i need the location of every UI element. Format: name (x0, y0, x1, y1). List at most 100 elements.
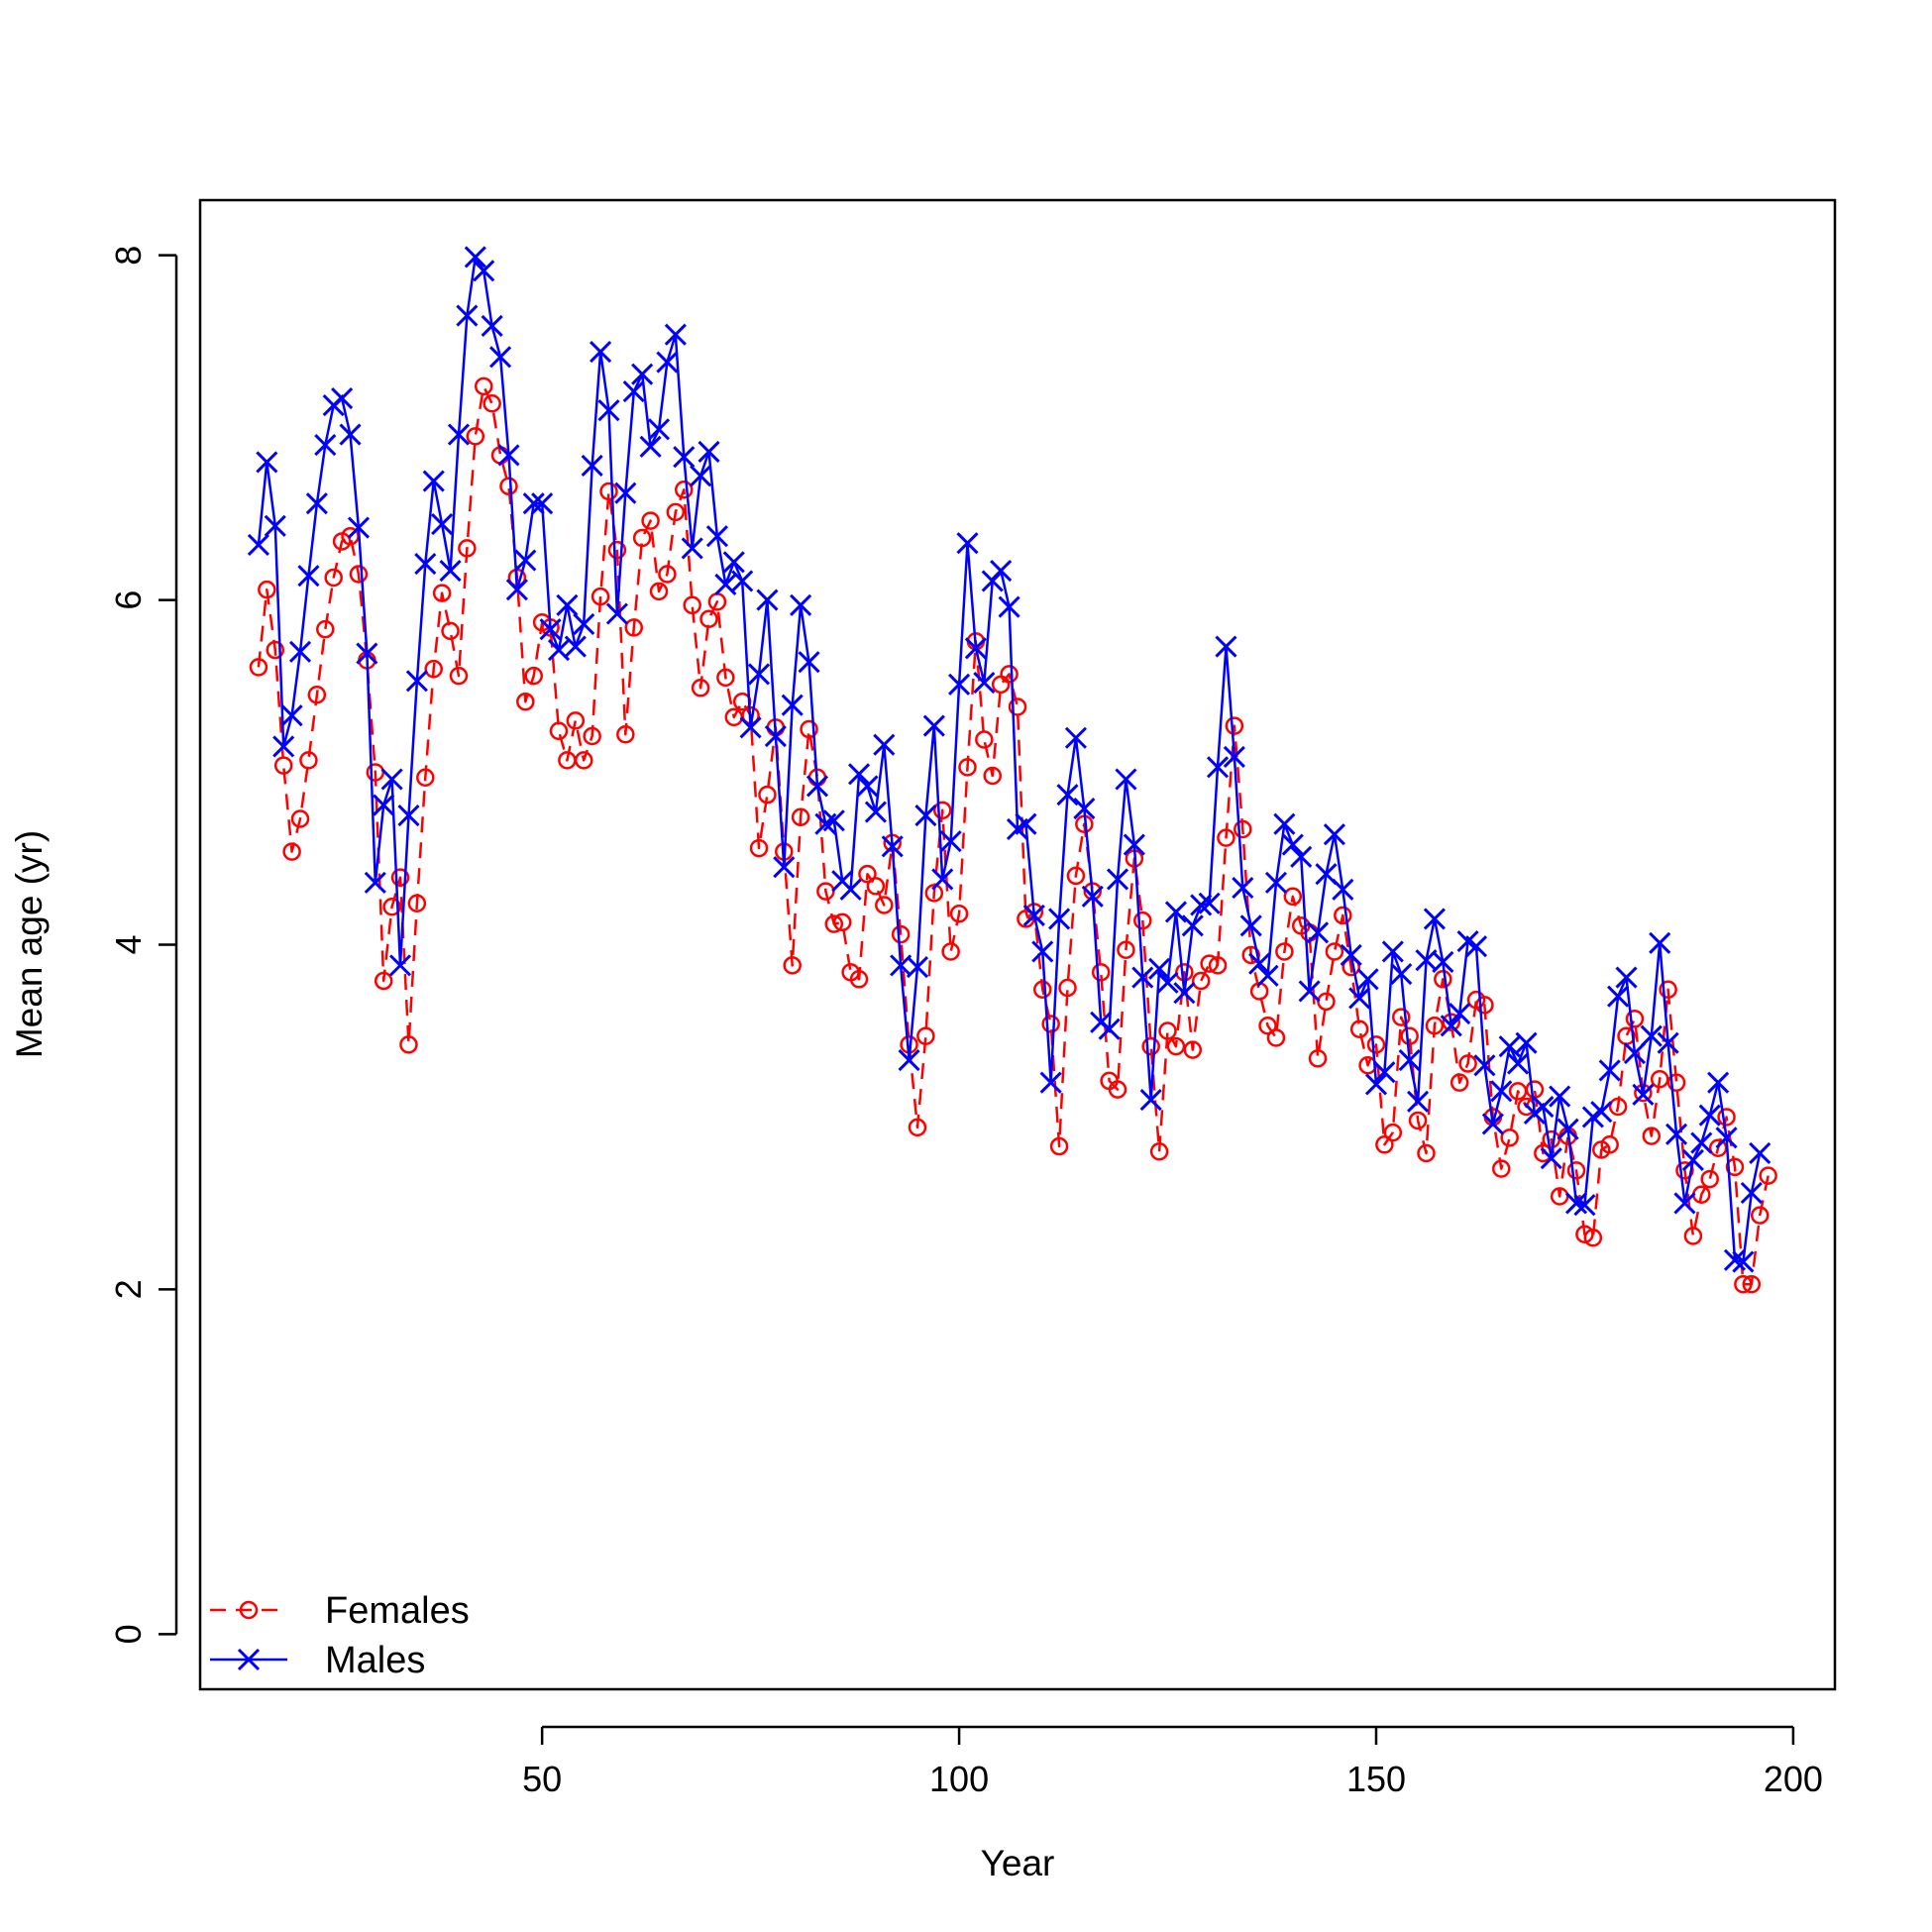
data-point-males (297, 565, 320, 588)
data-point-females (1058, 978, 1077, 998)
data-point-males (1649, 931, 1671, 954)
data-point-males (1440, 1015, 1462, 1037)
data-point-females (624, 618, 644, 637)
data-point-males (1198, 892, 1221, 914)
data-point-females (858, 864, 877, 884)
data-point-females (849, 970, 869, 989)
y-tick-label: 6 (108, 590, 149, 610)
data-point-females (1241, 945, 1260, 965)
data-point-females (1234, 819, 1252, 839)
data-point-males (998, 595, 1020, 618)
data-point-males (1039, 1071, 1062, 1094)
data-point-males (1022, 904, 1045, 926)
data-point-males (581, 454, 603, 477)
data-point-females (499, 477, 518, 496)
data-point-females (1425, 1017, 1445, 1035)
data-point-females (1417, 1143, 1436, 1163)
data-point-males (1532, 1095, 1555, 1119)
data-point-females (891, 924, 911, 944)
data-point-females (390, 868, 410, 887)
data-point-males (1256, 964, 1279, 987)
legend-item-females: Females (210, 1590, 470, 1632)
data-point-females (875, 896, 894, 914)
data-point-females (583, 726, 601, 746)
data-point-males (690, 465, 712, 487)
data-point-males (247, 533, 269, 556)
data-point-females (1149, 1142, 1169, 1161)
data-point-females (675, 481, 694, 499)
data-point-males (288, 640, 312, 663)
data-point-females (282, 842, 301, 861)
data-point-males (1381, 940, 1404, 963)
data-point-females (832, 912, 852, 932)
data-point-males (456, 304, 479, 327)
data-point-males (1306, 921, 1330, 944)
legend-marker-females (239, 1600, 259, 1620)
data-point-females (1650, 1069, 1669, 1089)
data-point-males (1215, 635, 1237, 658)
data-point-males (1181, 914, 1204, 937)
data-point-females (1375, 1135, 1394, 1154)
data-point-males (1356, 968, 1379, 991)
data-point-males (1115, 768, 1137, 791)
data-point-females (607, 540, 627, 560)
data-point-males (647, 418, 671, 441)
data-point-males (1423, 908, 1446, 930)
data-point-males (1106, 868, 1129, 891)
data-point-females (524, 666, 543, 686)
data-point-males (1298, 980, 1321, 1003)
data-point-males (1615, 966, 1638, 989)
y-axis-label: Mean age (yr) (9, 830, 50, 1058)
data-point-females (716, 668, 735, 688)
data-point-females (941, 942, 960, 961)
y-tick-label: 4 (108, 934, 149, 954)
data-point-males (856, 775, 879, 798)
data-point-males (1332, 878, 1354, 901)
data-point-females (1608, 1097, 1628, 1117)
data-point-females (1734, 1274, 1753, 1294)
data-point-females (1349, 1020, 1369, 1038)
data-point-males (622, 380, 645, 403)
data-point-males (347, 516, 371, 539)
data-point-males (364, 871, 386, 894)
data-point-females (983, 766, 1002, 786)
data-point-females (1041, 1015, 1060, 1033)
data-point-males (847, 763, 871, 786)
data-point-males (1340, 943, 1362, 966)
data-point-males (873, 733, 896, 756)
data-point-males (1740, 1181, 1763, 1205)
data-point-females (1725, 1157, 1745, 1177)
legend-label-males: Males (325, 1640, 425, 1681)
data-point-males (1673, 1192, 1696, 1215)
data-point-females (1366, 1035, 1386, 1054)
data-point-males (614, 482, 637, 504)
data-point-females (924, 884, 944, 903)
data-point-females (1458, 1054, 1477, 1073)
data-point-females (549, 721, 569, 741)
data-point-females (616, 725, 635, 744)
data-point-males (380, 768, 403, 791)
data-point-males (922, 714, 945, 737)
data-point-males (747, 663, 771, 686)
data-point-females (791, 807, 810, 827)
data-point-males (773, 856, 796, 879)
data-point-males (1156, 971, 1179, 994)
data-point-females (641, 511, 660, 530)
data-point-males (314, 433, 337, 457)
data-point-females (975, 730, 994, 749)
data-point-females (1208, 956, 1228, 975)
data-point-females (1442, 1013, 1461, 1032)
data-point-males (505, 579, 528, 601)
data-point-females (449, 666, 469, 686)
data-point-males (1540, 1147, 1562, 1170)
data-point-males (1098, 1018, 1121, 1040)
data-point-females (316, 619, 335, 639)
data-point-males (781, 694, 804, 716)
legend-item-males: Males (210, 1640, 425, 1681)
data-point-males (1640, 1024, 1663, 1047)
x-tick-label: 50 (522, 1759, 562, 1799)
data-point-males (756, 589, 779, 611)
data-point-females (416, 768, 435, 788)
data-point-females (590, 587, 610, 606)
data-point-females (1033, 980, 1052, 999)
